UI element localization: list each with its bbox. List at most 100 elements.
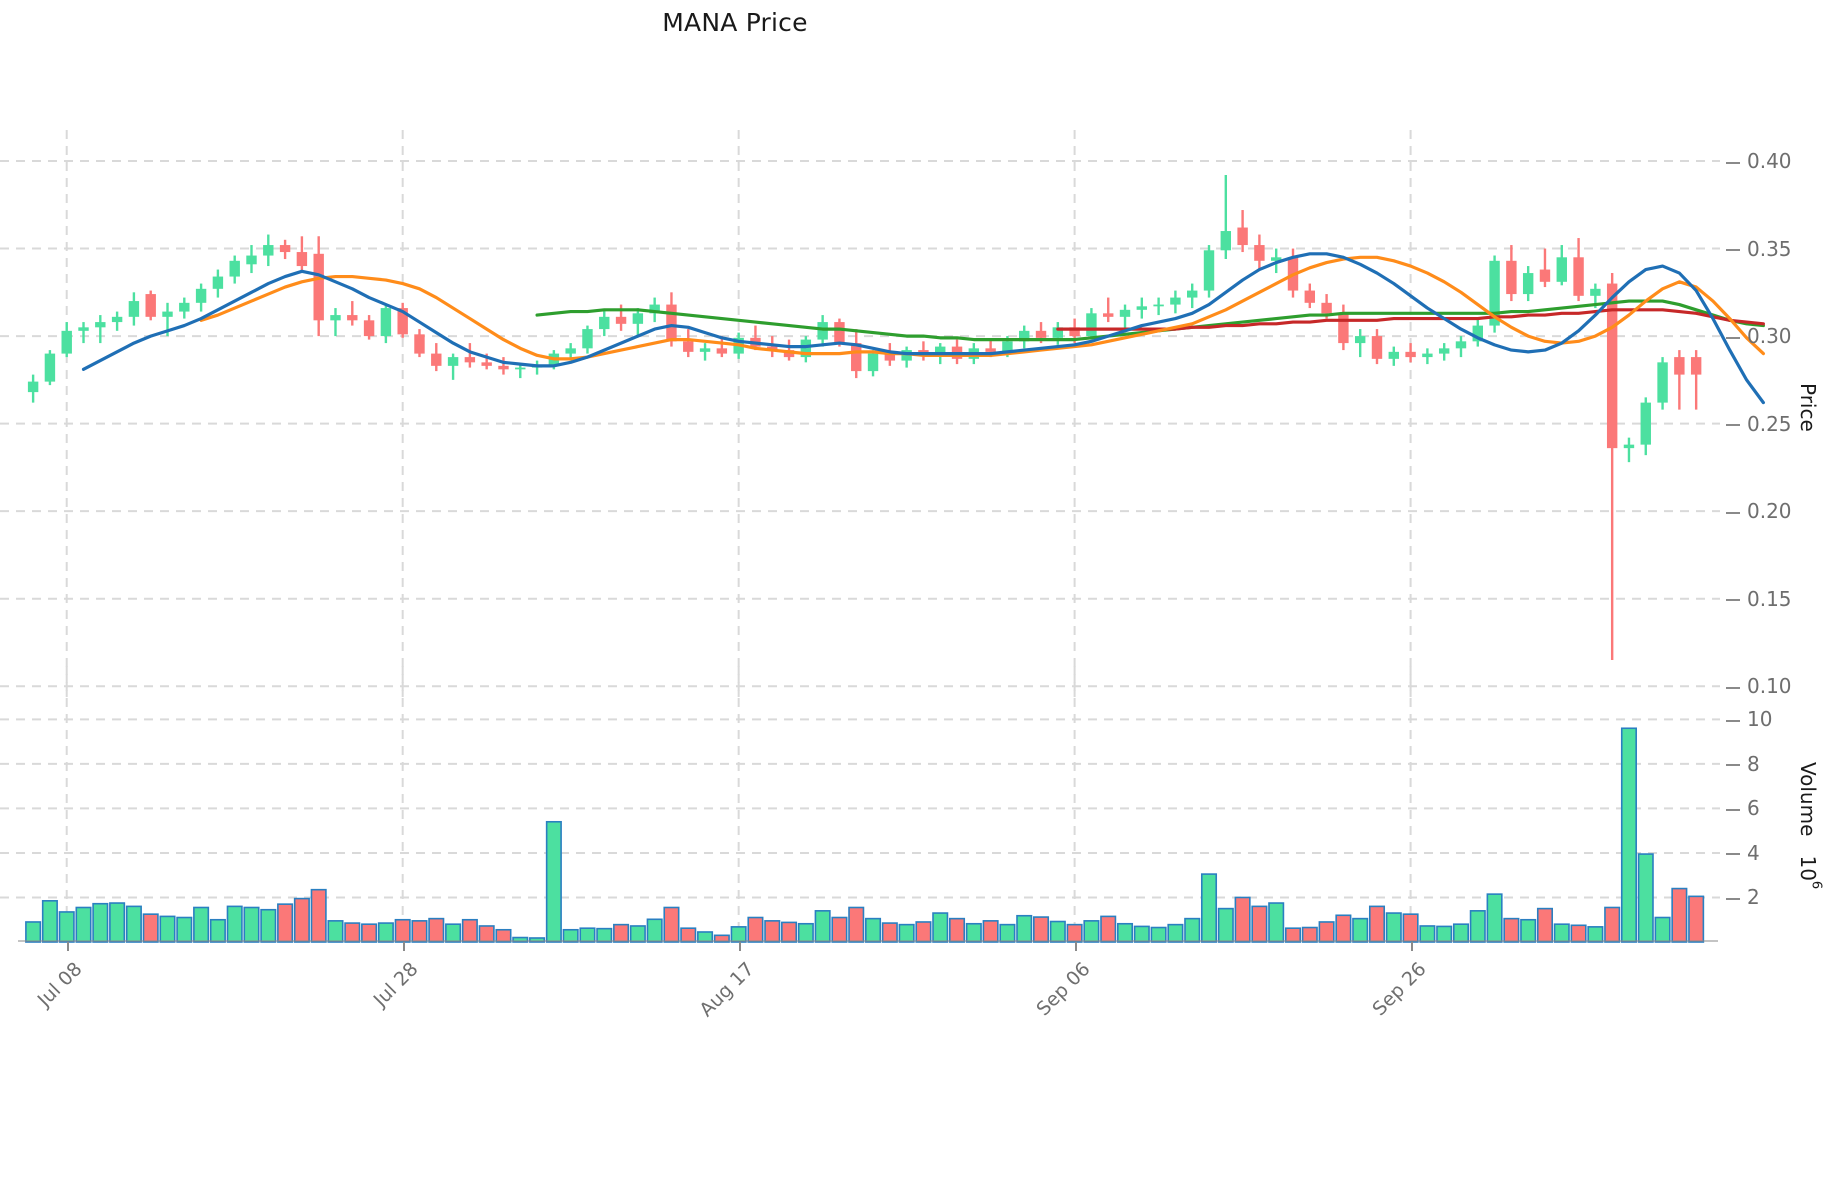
volume-bar — [377, 922, 394, 943]
volume-axis-title: Volume 106 — [1796, 762, 1824, 889]
candle-body — [1489, 260, 1500, 326]
candle-body — [363, 320, 375, 337]
candle-body — [716, 348, 728, 354]
volume-bar — [193, 906, 210, 943]
volume-bar — [1083, 920, 1100, 943]
price-tick-label: 0.15 — [1726, 587, 1792, 611]
candlestick — [1522, 266, 1534, 302]
candlestick — [1640, 397, 1651, 456]
volume-bar — [495, 928, 512, 943]
candlestick — [867, 350, 879, 377]
candle-body — [414, 334, 425, 354]
candlestick — [330, 308, 341, 337]
candlestick — [246, 245, 257, 274]
candle-body — [498, 365, 509, 370]
price-tick-value: 0.35 — [1747, 236, 1792, 261]
ma-line-orange — [199, 255, 1765, 361]
volume-bar — [1167, 923, 1184, 943]
volume-bar — [764, 920, 781, 943]
candle-body — [1606, 283, 1618, 449]
x-tick-label: Jul 28 — [369, 958, 423, 1012]
candlestick — [380, 304, 392, 344]
volume-bar — [1637, 853, 1654, 943]
candlestick — [61, 322, 72, 358]
candlestick — [1019, 325, 1030, 349]
price-plot — [0, 130, 1765, 697]
volume-bar — [142, 913, 159, 943]
volume-bar — [1352, 917, 1369, 943]
candle-body — [582, 329, 593, 349]
volume-bar — [125, 905, 142, 943]
volume-bar — [680, 927, 697, 943]
volume-bar — [797, 922, 814, 943]
volume-tick-label: 8 — [1726, 752, 1760, 776]
x-tick-mark — [738, 942, 741, 951]
candlestick — [78, 322, 89, 344]
candlestick — [44, 350, 56, 386]
x-tick-mark — [1074, 942, 1077, 951]
volume-bar — [713, 934, 730, 943]
candle-body — [61, 330, 72, 354]
candle-body — [212, 276, 224, 289]
candlestick — [1254, 234, 1265, 270]
candle-body — [1103, 313, 1114, 317]
candlestick — [279, 239, 291, 260]
candlestick — [1119, 304, 1131, 330]
candlestick — [498, 357, 509, 375]
volume-bar — [697, 931, 714, 943]
candle-body — [347, 315, 358, 321]
candle-body — [397, 308, 408, 335]
moving-average-lines — [81, 252, 1765, 405]
volume-bar — [445, 923, 462, 943]
volume-bar — [613, 923, 630, 943]
volume-bar — [1604, 906, 1621, 943]
candle-body — [1556, 257, 1567, 282]
price-tick-label: 0.10 — [1726, 674, 1792, 698]
candle-body — [111, 316, 123, 323]
candlestick — [145, 290, 156, 321]
candle-body — [27, 381, 39, 393]
candle-body — [481, 362, 492, 366]
price-tick-label: 0.40 — [1726, 149, 1792, 173]
candle-body — [1455, 341, 1467, 349]
candle-body — [699, 348, 711, 352]
candlestick — [901, 346, 912, 368]
candlestick — [683, 329, 694, 358]
volume-gridlines — [0, 718, 1720, 899]
candle-body — [1623, 444, 1635, 449]
candle-body — [279, 245, 291, 253]
candle-body — [985, 348, 996, 352]
volume-bar — [159, 915, 176, 943]
volume-bar — [1100, 915, 1117, 943]
volume-bar — [831, 916, 848, 943]
volume-bar — [596, 927, 613, 943]
candle-body — [1019, 330, 1030, 342]
volume-bar — [58, 911, 75, 943]
volume-bar — [781, 921, 798, 943]
price-panel — [0, 130, 1765, 697]
candlestick — [1438, 343, 1450, 361]
candle-body — [599, 316, 610, 330]
price-tick-value: 0.10 — [1747, 674, 1792, 699]
volume-bar — [915, 921, 932, 943]
candle-body — [1237, 227, 1248, 246]
volume-bar — [277, 903, 294, 943]
candle-body — [1573, 257, 1584, 296]
candle-body — [1472, 325, 1483, 342]
volume-bar — [361, 923, 378, 943]
candle-body — [195, 288, 207, 303]
candle-body — [162, 311, 173, 317]
volume-bar — [92, 902, 109, 943]
volume-bar — [1587, 926, 1604, 943]
candlestick — [1674, 350, 1685, 410]
volume-tick-label: 4 — [1726, 841, 1760, 865]
candle-body — [834, 322, 845, 344]
price-axis-title: Price — [1796, 383, 1820, 432]
volume-axis-exponent-power: 6 — [1808, 880, 1824, 890]
candlestick — [1136, 297, 1148, 319]
candle-body — [431, 353, 442, 366]
candle-body — [128, 301, 140, 317]
candlestick — [1237, 210, 1248, 253]
price-tick-label: 0.35 — [1726, 237, 1792, 261]
volume-axis-exponent: 10 — [1796, 855, 1820, 881]
